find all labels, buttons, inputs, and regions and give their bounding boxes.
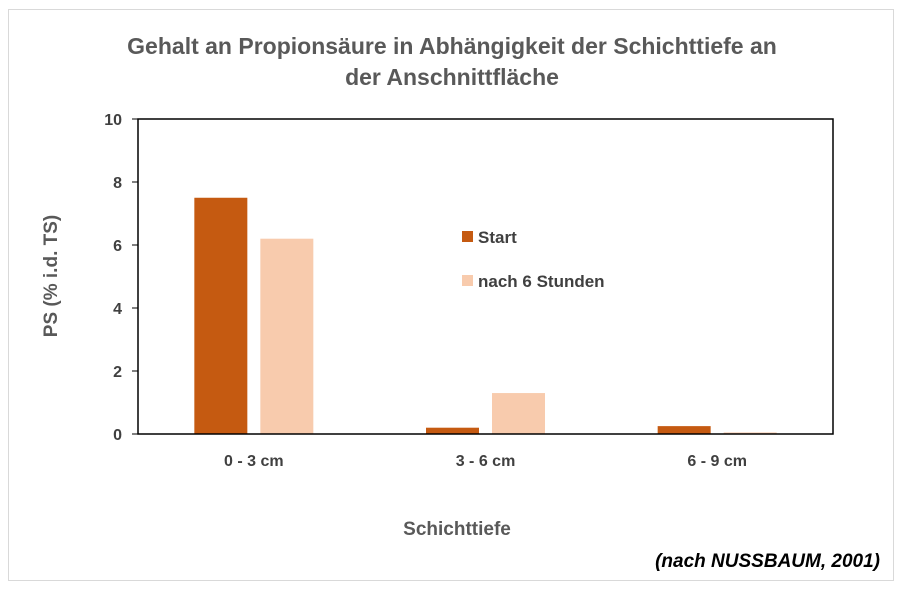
plot-border (137, 118, 834, 435)
bar-start-0 (194, 197, 248, 434)
x-tick-label-2: 6 - 9 cm (687, 453, 747, 470)
chart-title-line-2: der Anschnittfläche (345, 64, 559, 90)
chart-title-line-1: Gehalt an Propionsäure in Abhängigkeit d… (127, 33, 777, 59)
legend-label-nach-6-stunden: nach 6 Stunden (478, 272, 605, 291)
x-tick-label-1: 3 - 6 cm (456, 453, 516, 470)
y-tick-label-1: 2 (113, 364, 122, 381)
chart-frame (8, 9, 894, 581)
y-axis-title: PS (% i.d. TS) (41, 215, 62, 337)
bar-start-1 (426, 427, 479, 434)
x-tick-label-0: 0 - 3 cm (224, 453, 284, 470)
bar-nach-6-stunden-2 (723, 432, 777, 434)
bar-nach-6-stunden-1 (492, 393, 545, 434)
legend-swatch-start (462, 231, 473, 242)
y-tick-label-5: 10 (104, 112, 122, 129)
x-axis-title: Schichttiefe (403, 519, 511, 540)
source-note: (nach NUSSBAUM, 2001) (655, 551, 880, 572)
y-tick-label-2: 4 (113, 301, 122, 318)
y-tick-label-0: 0 (113, 427, 122, 444)
y-tick-label-3: 6 (113, 238, 122, 255)
y-tick-label-4: 8 (113, 175, 122, 192)
plot-area: 0 2 4 6 8 10 0 - 3 cm 3 - 6 cm 6 - 9 cm (104, 112, 834, 470)
bar-start-2 (657, 426, 711, 434)
legend: Start nach 6 Stunden (462, 228, 605, 291)
bar-nach-6-stunden-0 (260, 238, 314, 434)
legend-label-start: Start (478, 228, 517, 247)
legend-swatch-nach-6-stunden (462, 275, 473, 286)
